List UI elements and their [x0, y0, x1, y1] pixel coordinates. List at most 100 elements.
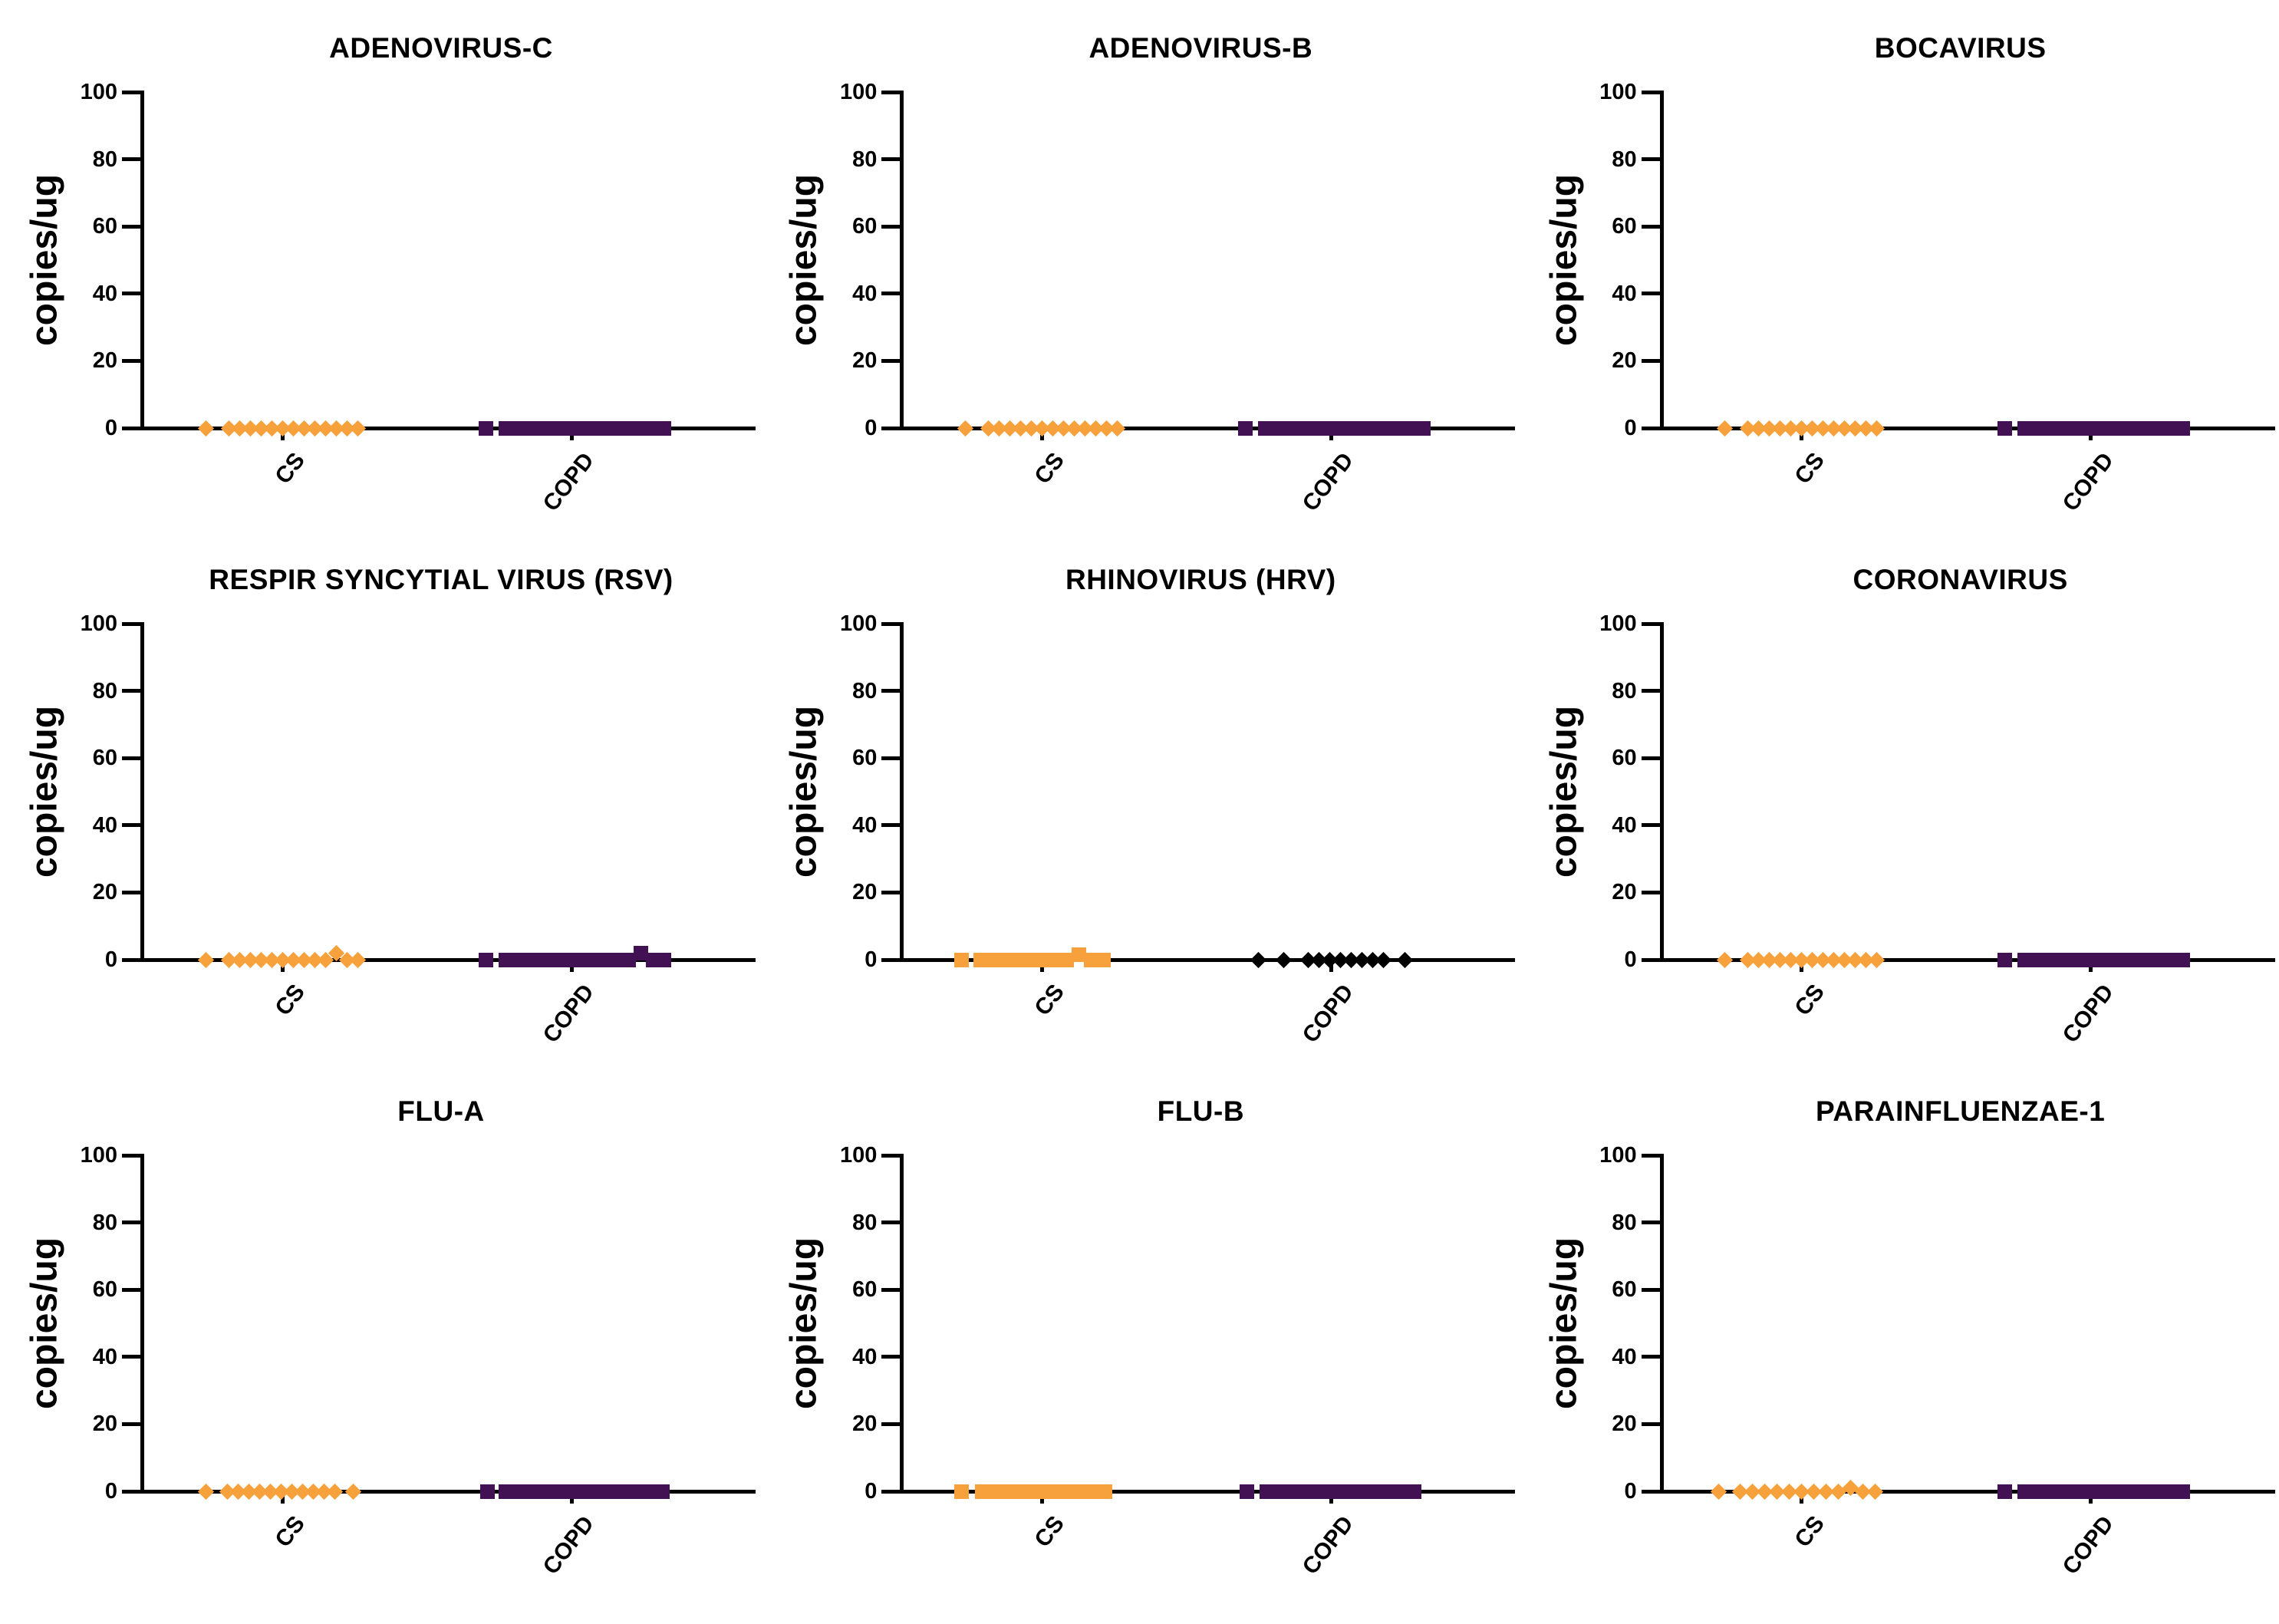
data-point-copd [633, 1484, 648, 1499]
data-point-copd [2140, 952, 2155, 967]
data-point-cs [997, 952, 1013, 967]
y-tick-mark [881, 957, 901, 962]
data-point-cs [326, 1483, 343, 1500]
y-tick-label: 40 [1612, 812, 1637, 838]
data-point-copd [1282, 420, 1297, 436]
data-point-copd [2152, 952, 2168, 967]
data-point-copd [510, 1484, 525, 1499]
data-point-cs [999, 1484, 1014, 1499]
data-point-cs [1717, 951, 1734, 968]
plot-title: CORONAVIRUS [1853, 564, 2068, 595]
y-tick-label: 0 [104, 416, 117, 440]
data-point-cs [1097, 1484, 1112, 1499]
plot-flu-a: FLU-A copies/ug 100 80 60 40 20 0 CS COPD [0, 1063, 759, 1595]
y-tick-label: 60 [1612, 214, 1637, 239]
y-tick-label: 80 [1612, 147, 1637, 172]
x-axis-line [900, 1490, 1516, 1494]
data-point-copd [608, 420, 624, 436]
y-tick-mark [122, 756, 140, 760]
data-point-cs [197, 951, 214, 968]
data-point-cs [1095, 952, 1111, 967]
data-point-copd [2067, 1484, 2082, 1499]
y-tick-label: 40 [92, 1344, 117, 1369]
data-point-copd [633, 420, 648, 436]
y-tick-label: 20 [1612, 880, 1637, 905]
data-point-cs [1059, 952, 1074, 967]
y-tick-label: 60 [92, 1277, 117, 1303]
data-point-cs [985, 952, 1000, 967]
data-point-cs [1717, 420, 1734, 436]
y-tick-mark [122, 1153, 140, 1158]
data-point-copd [1296, 1484, 1311, 1499]
y-axis-label: copies/ug [1543, 173, 1585, 347]
data-point-copd [2079, 952, 2094, 967]
x-tick-label-cs: CS [270, 1511, 311, 1553]
y-tick-mark [122, 1421, 140, 1426]
data-point-cs [1869, 420, 1885, 436]
y-tick-mark [122, 957, 140, 962]
x-tick-label-copd: COPD [538, 1511, 600, 1580]
y-tick-mark [881, 358, 901, 363]
data-point-cs [349, 951, 366, 968]
data-point-copd [2079, 420, 2094, 436]
data-point-copd [1331, 420, 1346, 436]
data-point-copd [510, 420, 525, 436]
plot-flu-b: FLU-B copies/ug 100 80 60 40 20 0 CS COPD [759, 1063, 1519, 1595]
x-tick-label-cs: CS [1789, 1511, 1829, 1553]
data-point-cs [344, 1483, 361, 1500]
data-point-copd [1237, 420, 1253, 436]
y-axis-line [1659, 1154, 1664, 1494]
data-point-copd [1239, 1484, 1254, 1499]
y-axis-line [1659, 622, 1664, 962]
y-tick-label: 0 [104, 947, 117, 972]
y-tick-label: 40 [852, 281, 878, 306]
data-point-copd [1406, 1484, 1421, 1499]
data-point-copd [2152, 420, 2168, 436]
data-point-copd [584, 1484, 599, 1499]
data-point-cs [197, 420, 214, 436]
data-point-copd [2042, 952, 2057, 967]
data-point-cs [1036, 1484, 1051, 1499]
y-tick-label: 40 [1612, 281, 1637, 306]
data-point-copd [2091, 420, 2106, 436]
y-tick-mark [881, 426, 901, 430]
y-axis-line [900, 91, 904, 430]
y-tick-mark [122, 1220, 140, 1225]
data-point-copd [2042, 1484, 2057, 1499]
data-point-cs [953, 952, 969, 967]
x-tick-mark [569, 430, 574, 440]
data-point-copd [571, 420, 587, 436]
data-point-cs [1009, 952, 1025, 967]
y-tick-mark [122, 823, 140, 828]
data-point-copd [621, 420, 636, 436]
y-tick-label: 100 [80, 611, 117, 636]
y-tick-mark [881, 1489, 901, 1494]
data-point-copd [1382, 1484, 1397, 1499]
data-point-copd [522, 420, 538, 436]
data-point-copd [596, 420, 611, 436]
data-point-copd [2017, 1484, 2033, 1499]
y-tick-mark [881, 890, 901, 894]
data-point-copd [498, 952, 513, 967]
x-axis-line [900, 427, 1516, 430]
data-point-copd [621, 952, 636, 967]
y-axis-label: copies/ug [1543, 1237, 1585, 1410]
data-point-copd [522, 952, 538, 967]
data-point-copd [2030, 420, 2045, 436]
y-tick-mark [122, 1287, 140, 1292]
y-tick-mark [1641, 358, 1660, 363]
data-point-copd [2091, 952, 2106, 967]
data-point-copd [1355, 420, 1371, 436]
y-tick-mark [122, 689, 140, 693]
y-axis-line [140, 1154, 144, 1494]
y-tick-label: 0 [1624, 1479, 1637, 1504]
plot-rsv: RESPIR SYNCYTIAL VIRUS (RSV) copies/ug 1… [0, 532, 759, 1063]
data-point-copd [559, 420, 575, 436]
plot-rhinovirus-hrv: RHINOVIRUS (HRV) copies/ug 100 80 60 40 20 0 C… [759, 532, 1519, 1063]
data-point-copd [2067, 952, 2082, 967]
y-tick-label: 100 [80, 80, 117, 104]
data-point-cs [1060, 1484, 1075, 1499]
data-point-copd [547, 1484, 562, 1499]
